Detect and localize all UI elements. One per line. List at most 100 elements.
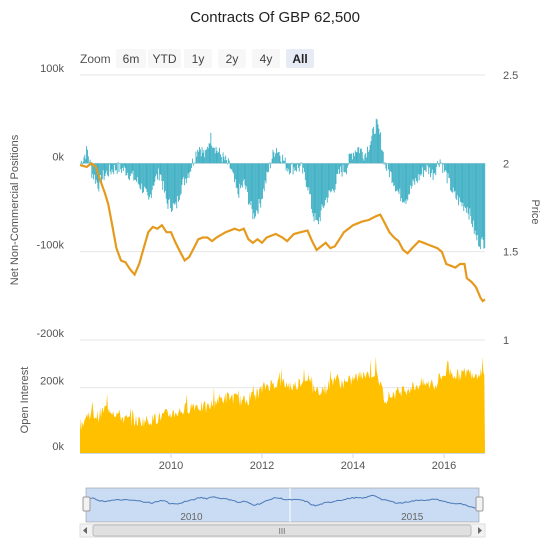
position-bar	[295, 163, 297, 170]
position-bar	[212, 147, 214, 164]
position-bar	[155, 163, 157, 177]
position-bar	[122, 163, 123, 168]
position-bar	[360, 148, 362, 164]
position-bar	[437, 163, 439, 165]
position-bar	[366, 157, 368, 164]
position-bar	[268, 163, 270, 172]
position-bar	[341, 163, 343, 177]
position-bar	[452, 163, 454, 188]
position-bar	[256, 163, 258, 212]
position-bar	[82, 161, 84, 164]
position-bar	[269, 162, 270, 164]
position-bar	[309, 163, 311, 195]
position-bar	[455, 163, 457, 199]
navigator[interactable]: 2010 2015 III	[79, 487, 486, 538]
scrollbar-thumb[interactable]	[92, 524, 472, 537]
position-bar	[252, 163, 254, 220]
position-bar	[129, 163, 130, 181]
position-bar	[386, 163, 388, 171]
position-bar	[372, 128, 374, 164]
navigator-right-handle[interactable]	[475, 496, 484, 512]
zoom-button-all[interactable]: All	[286, 49, 314, 68]
position-bar	[120, 163, 122, 170]
position-bar	[201, 147, 203, 164]
zoom-button-2y[interactable]: 2y	[218, 49, 246, 68]
position-bar	[243, 163, 245, 180]
position-bar	[430, 163, 432, 173]
position-bar	[176, 163, 178, 209]
position-bar	[95, 163, 97, 180]
position-bar	[396, 163, 398, 190]
position-bar	[207, 148, 209, 164]
zoom-button-ytd[interactable]: YTD	[148, 49, 181, 68]
position-bar	[197, 149, 199, 164]
zoom-button-label: YTD	[153, 52, 177, 66]
navigator-selection[interactable]	[85, 487, 480, 523]
position-bar	[431, 163, 433, 170]
position-bar	[475, 163, 477, 236]
position-bar	[103, 163, 105, 181]
position-bar	[436, 163, 438, 167]
right-tick-label: 2	[503, 158, 509, 170]
position-bar	[248, 163, 249, 205]
zoom-button-4y[interactable]: 4y	[252, 49, 280, 68]
position-bar	[374, 133, 376, 164]
position-bar	[170, 163, 172, 209]
position-bar	[313, 163, 315, 222]
position-bar	[89, 159, 91, 164]
position-bar	[307, 163, 309, 191]
left-tick-label: 100k	[40, 63, 64, 75]
position-bar	[383, 163, 385, 165]
position-bar	[414, 163, 416, 185]
position-bar	[292, 163, 294, 175]
position-bar	[335, 163, 337, 184]
navigator-left-handle[interactable]	[82, 496, 91, 512]
position-bar	[219, 147, 221, 164]
position-bar	[458, 163, 459, 206]
position-bar	[87, 149, 88, 164]
position-bar	[143, 163, 145, 187]
position-bar	[233, 163, 235, 174]
position-bar	[399, 163, 401, 189]
position-bar	[272, 149, 274, 164]
position-bar	[183, 163, 185, 178]
position-bar	[373, 126, 375, 164]
position-bar	[330, 163, 332, 193]
position-bar	[385, 163, 387, 169]
position-bar	[406, 163, 408, 200]
position-bar	[310, 163, 312, 195]
zoom-button-1y[interactable]: 1y	[184, 49, 212, 68]
position-bar	[424, 163, 426, 171]
zoom-button-bg	[184, 49, 212, 68]
position-bar	[119, 163, 121, 164]
position-bar	[115, 163, 117, 171]
position-bar	[435, 163, 437, 176]
position-bar	[99, 163, 101, 178]
scroll-left-arrow-icon[interactable]	[83, 527, 87, 534]
scroll-right-arrow-icon[interactable]	[478, 527, 482, 534]
position-bar	[185, 163, 187, 184]
position-bar	[302, 163, 304, 174]
position-bar	[133, 163, 135, 181]
position-bar	[354, 150, 356, 164]
position-bar	[429, 163, 431, 168]
position-bar	[428, 163, 430, 175]
position-bar	[107, 163, 109, 176]
position-bar	[257, 163, 259, 214]
position-bar	[377, 124, 379, 164]
position-bar	[241, 163, 242, 186]
position-bar	[171, 163, 172, 213]
zoom-button-bg	[116, 49, 146, 68]
position-bar	[280, 161, 282, 164]
position-bar	[451, 163, 453, 193]
zoom-button-6m[interactable]: 6m	[116, 49, 146, 68]
position-bar	[127, 163, 129, 173]
position-bar	[240, 163, 242, 189]
position-bar	[171, 163, 173, 211]
position-bar	[148, 163, 150, 200]
x-axis-ticks: 2010 2012 2014 2016	[80, 453, 485, 472]
position-bar	[427, 163, 429, 167]
position-bar	[297, 163, 298, 165]
position-bar	[87, 156, 89, 164]
position-bar	[369, 145, 371, 164]
